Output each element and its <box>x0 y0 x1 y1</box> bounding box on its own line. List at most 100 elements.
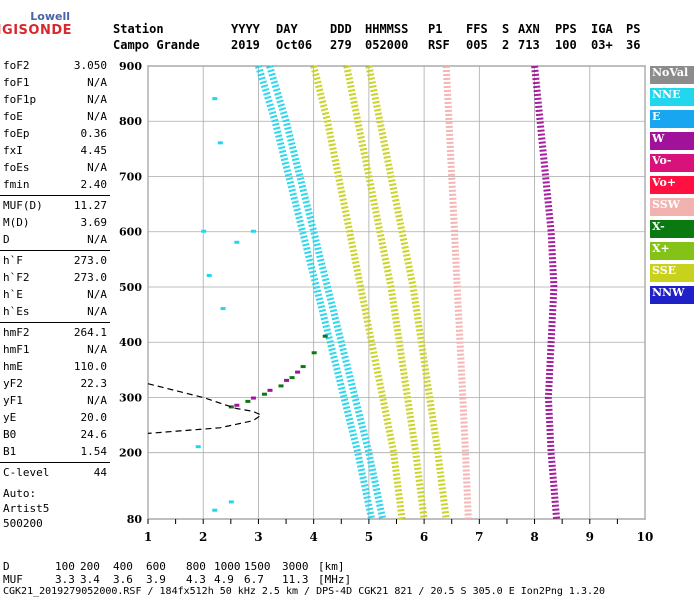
param-name: M(D) <box>3 216 30 229</box>
echo-point <box>284 378 290 382</box>
header-label-hhmmss: HHMMSS <box>365 22 409 36</box>
echo-trace <box>343 65 428 520</box>
echo-point <box>250 396 256 400</box>
param-value: 44 <box>93 466 107 479</box>
header-label-axn: AXN <box>518 22 540 36</box>
param-row: h`E N/A <box>3 287 107 303</box>
param-name: h`Es <box>3 305 30 318</box>
param-row: hmF1 N/A <box>3 342 107 358</box>
echo-trace <box>365 65 450 520</box>
param-row: D N/A <box>3 232 107 248</box>
x-tick-label: 10 <box>637 530 654 544</box>
param-name: fmin <box>3 178 30 191</box>
echo-trace <box>531 65 561 520</box>
param-name: yE <box>3 411 17 424</box>
param-name: hmF1 <box>3 343 30 356</box>
param-row: B1 1.54 <box>3 444 107 460</box>
param-row: h`Es N/A <box>3 304 107 320</box>
legend-item: E <box>650 110 694 128</box>
param-row: foF1p N/A <box>3 92 107 108</box>
electron-density-profile <box>147 383 263 434</box>
header-value-ddd: 279 <box>330 38 352 52</box>
echo-point <box>278 384 284 388</box>
echo-point <box>195 445 201 449</box>
auto-label: Auto: <box>3 487 37 500</box>
header-value-p1: RSF <box>428 38 450 52</box>
distance-value: 400 <box>113 560 133 573</box>
distance-value: 1000 <box>214 560 241 573</box>
y-tick-label: 800 <box>119 115 142 128</box>
echo-point <box>261 392 267 396</box>
legend-item: Vo- <box>650 154 694 172</box>
legend-item: X- <box>650 220 694 238</box>
echo-trace <box>310 65 406 520</box>
echo-point <box>295 370 301 374</box>
legend-item: NoVal <box>650 66 694 84</box>
y-tick-label: 400 <box>119 336 142 349</box>
header-value-axn: 713 <box>518 38 540 52</box>
x-tick-label: 5 <box>365 530 373 544</box>
muf-value: 3.4 <box>80 573 100 586</box>
x-tick-label: 7 <box>475 530 483 544</box>
echo-point <box>234 240 240 244</box>
param-name: B0 <box>3 428 17 441</box>
param-separator <box>0 462 110 463</box>
distance-value: 100 <box>55 560 75 573</box>
y-tick-label: 200 <box>119 447 142 460</box>
header-label-ddd: DDD <box>330 22 352 36</box>
legend-item: Vo+ <box>650 176 694 194</box>
header-value-hhmmss: 052000 <box>365 38 409 52</box>
muf-value: 3.9 <box>146 573 166 586</box>
echo-point <box>289 376 295 380</box>
header-label-ffs: FFS <box>466 22 488 36</box>
legend-item: SSE <box>650 264 694 282</box>
param-row: hmF2 264.1 <box>3 325 107 341</box>
legend-item: W <box>650 132 694 150</box>
logo-line-2: DIGISONDE <box>0 23 72 38</box>
param-value: 4.45 <box>80 144 108 157</box>
param-value: 2.40 <box>80 178 108 191</box>
param-row: MUF(D) 11.27 <box>3 198 107 214</box>
distance-value: 1500 <box>244 560 271 573</box>
param-name: foEs <box>3 161 30 174</box>
header-value-year: 2019 <box>231 38 260 52</box>
echo-point <box>206 273 212 277</box>
echo-point <box>250 229 256 233</box>
header-value-ffs: 005 <box>466 38 488 52</box>
muf-value: 11.3 <box>282 573 309 586</box>
param-row: foF2 3.050 <box>3 58 107 74</box>
echo-point <box>245 399 251 403</box>
header-value-s: 2 <box>502 38 510 52</box>
legend-item: SSW <box>650 198 694 216</box>
auto-method: Artist5 <box>3 502 50 515</box>
y-tick-label: 600 <box>119 226 142 239</box>
param-row: fmin 2.40 <box>3 177 107 193</box>
echo-point <box>201 229 207 233</box>
echo-point <box>228 500 234 504</box>
header-label-ps: PS <box>626 22 641 36</box>
x-tick-label: 8 <box>530 530 538 544</box>
distance-value: 800 <box>186 560 206 573</box>
param-name: C-level <box>3 466 50 479</box>
param-name: yF1 <box>3 394 23 407</box>
header-value-day: Oct06 <box>276 38 313 52</box>
param-row: h`F2 273.0 <box>3 270 107 286</box>
param-separator <box>0 250 110 251</box>
x-tick-label: 1 <box>144 530 152 544</box>
logo-line-1: Lowell <box>30 10 70 23</box>
legend-item: NNW <box>650 286 694 304</box>
echo-point <box>217 141 223 145</box>
header-label-iga: IGA <box>591 22 613 36</box>
param-value: N/A <box>87 233 107 246</box>
echo-trace <box>255 64 376 520</box>
muf-value: 4.3 <box>186 573 206 586</box>
y-tick-label: 700 <box>119 170 142 183</box>
param-name: yF2 <box>3 377 23 390</box>
param-value: 3.69 <box>80 216 108 229</box>
param-name: B1 <box>3 445 17 458</box>
muf-row: 3.3 3.4 3.6 3.9 4.3 4.9 6.7 11.3 [MHz] <box>0 573 700 587</box>
param-value: N/A <box>87 161 107 174</box>
param-value: 11.27 <box>73 199 107 212</box>
param-value: 24.6 <box>80 428 108 441</box>
param-name: MUF(D) <box>3 199 43 212</box>
